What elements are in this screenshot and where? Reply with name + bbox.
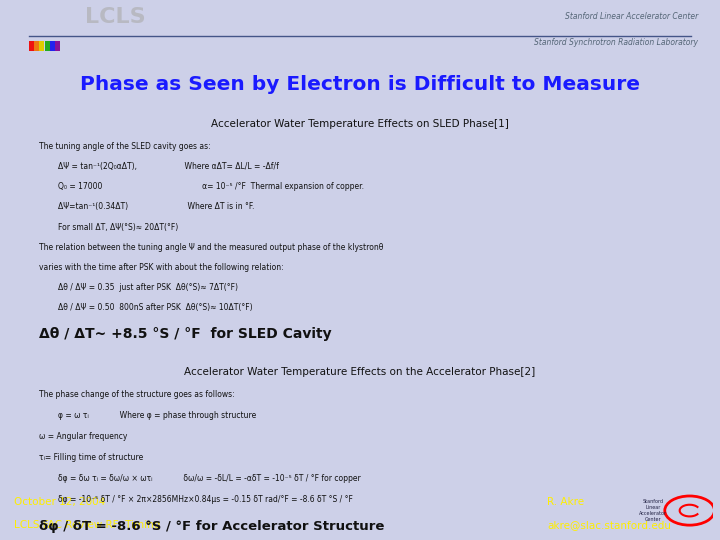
Text: δφ = δω τᵢ = δω/ω × ωτᵢ             δω/ω = -δL/L = -αδT = -10⁻⁵ δT / °F for copp: δφ = δω τᵢ = δω/ω × ωτᵢ δω/ω = -δL/L = -… xyxy=(39,474,360,483)
Text: The relation between the tuning angle Ψ and the measured output phase of the kly: The relation between the tuning angle Ψ … xyxy=(39,242,383,252)
Text: φ = ω τᵢ             Where φ = phase through structure: φ = ω τᵢ Where φ = phase through structu… xyxy=(39,411,256,420)
Text: Phase as Seen by Electron is Difficult to Measure: Phase as Seen by Electron is Difficult t… xyxy=(80,75,640,94)
Text: LCLS FAC Review RF, Timing: LCLS FAC Review RF, Timing xyxy=(14,520,161,530)
Text: Stanford Synchrotron Radiation Laboratory: Stanford Synchrotron Radiation Laborator… xyxy=(534,38,698,47)
Text: akre@slac.stanford.edu: akre@slac.stanford.edu xyxy=(547,520,671,530)
Text: October 12, 2004: October 12, 2004 xyxy=(14,497,106,507)
Text: τᵢ= Filling time of structure: τᵢ= Filling time of structure xyxy=(39,453,143,462)
Text: Δθ / ΔΨ = 0.35  just after PSK  Δθ(°S)≈ 7ΔT(°F): Δθ / ΔΨ = 0.35 just after PSK Δθ(°S)≈ 7Δ… xyxy=(39,283,238,292)
Bar xyxy=(55,41,60,51)
Text: Δθ / ΔT~ +8.5 °S / °F  for SLED Cavity: Δθ / ΔT~ +8.5 °S / °F for SLED Cavity xyxy=(39,327,331,341)
Text: δφ = -10⁻⁵ δT / °F × 2π×2856MHz×0.84μs = -0.15 δT rad/°F = -8.6 δT °S / °F: δφ = -10⁻⁵ δT / °F × 2π×2856MHz×0.84μs =… xyxy=(39,495,353,504)
Text: The phase change of the structure goes as follows:: The phase change of the structure goes a… xyxy=(39,390,234,399)
Text: LCLS: LCLS xyxy=(85,8,145,28)
Text: Accelerator Water Temperature Effects on SLED Phase[1]: Accelerator Water Temperature Effects on… xyxy=(211,119,509,129)
Text: For small ΔT, ΔΨ(°S)≈ 20ΔT(°F): For small ΔT, ΔΨ(°S)≈ 20ΔT(°F) xyxy=(39,222,178,232)
Text: Stanford
Linear
Accelerator
Center: Stanford Linear Accelerator Center xyxy=(639,499,667,522)
Bar xyxy=(40,41,45,51)
Text: varies with the time after PSK with about the following relation:: varies with the time after PSK with abou… xyxy=(39,263,283,272)
Text: ΔΨ = tan⁻¹(2Q₀αΔT),                    Where αΔT= ΔL/L = -Δf/f: ΔΨ = tan⁻¹(2Q₀αΔT), Where αΔT= ΔL/L = -Δ… xyxy=(39,163,279,171)
Bar xyxy=(50,41,55,51)
Text: Stanford Linear Accelerator Center: Stanford Linear Accelerator Center xyxy=(565,12,698,21)
Bar xyxy=(29,41,34,51)
Text: ΔΨ=tan⁻¹(0.34ΔT)                         Where ΔT is in °F.: ΔΨ=tan⁻¹(0.34ΔT) Where ΔT is in °F. xyxy=(39,202,254,212)
Text: Δθ / ΔΨ = 0.50  800nS after PSK  Δθ(°S)≈ 10ΔT(°F): Δθ / ΔΨ = 0.50 800nS after PSK Δθ(°S)≈ 1… xyxy=(39,303,252,312)
Text: δφ / δT = -8.6 °S / °F for Accelerator Structure: δφ / δT = -8.6 °S / °F for Accelerator S… xyxy=(39,519,384,532)
Text: R. Akre: R. Akre xyxy=(547,497,585,507)
Text: Q₀ = 17000                                          α= 10⁻⁵ /°F  Thermal expansi: Q₀ = 17000 α= 10⁻⁵ /°F Thermal expansi xyxy=(39,183,364,191)
Bar xyxy=(34,41,39,51)
Text: ω = Angular frequency: ω = Angular frequency xyxy=(39,432,127,441)
Text: The tuning angle of the SLED cavity goes as:: The tuning angle of the SLED cavity goes… xyxy=(39,142,210,151)
Text: Accelerator Water Temperature Effects on the Accelerator Phase[2]: Accelerator Water Temperature Effects on… xyxy=(184,367,536,377)
Bar xyxy=(45,41,50,51)
